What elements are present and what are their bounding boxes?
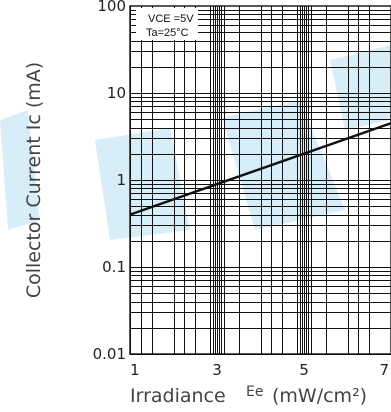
conditions-box: VCE =5V Ta=25°C (136, 8, 198, 40)
series-line (129, 122, 391, 216)
y-tick-label: 10 (107, 84, 126, 102)
x-axis-title-symbol: Ee (246, 384, 263, 400)
watermark-shape-far (330, 45, 391, 130)
y-axis-title: Collector Current Ic (mA) (23, 62, 45, 298)
y-tick-label: 0.1 (102, 258, 126, 276)
conditions-box-background (136, 8, 198, 40)
y-tick-label: 100 (97, 0, 126, 15)
x-axis-title-unit: (mW/cm²) (272, 385, 367, 407)
watermark-shape-right (222, 100, 345, 230)
plot-frame (129, 5, 391, 355)
x-tick-label: 3 (212, 361, 222, 379)
y-tick-label: 1 (116, 171, 126, 189)
x-tick-label: 5 (299, 361, 309, 379)
x-tick-labels: 1 3 5 7 (130, 361, 389, 379)
watermark-shape-left (0, 110, 40, 230)
watermark-shapes (0, 45, 391, 240)
x-tick-label: 7 (379, 361, 389, 379)
plot-grid (130, 6, 391, 355)
x-axis-title: Irradiance Ee (mW/cm²) (130, 384, 367, 407)
x-axis-title-text: Irradiance (130, 385, 226, 407)
y-tick-labels: 0.01 0.1 1 10 100 (93, 0, 126, 363)
condition-vce: VCE =5V (148, 13, 194, 25)
condition-ta: Ta=25°C (146, 27, 189, 39)
x-tick-label: 1 (130, 361, 140, 379)
y-tick-label: 0.01 (93, 345, 126, 363)
series-layer (129, 122, 391, 216)
